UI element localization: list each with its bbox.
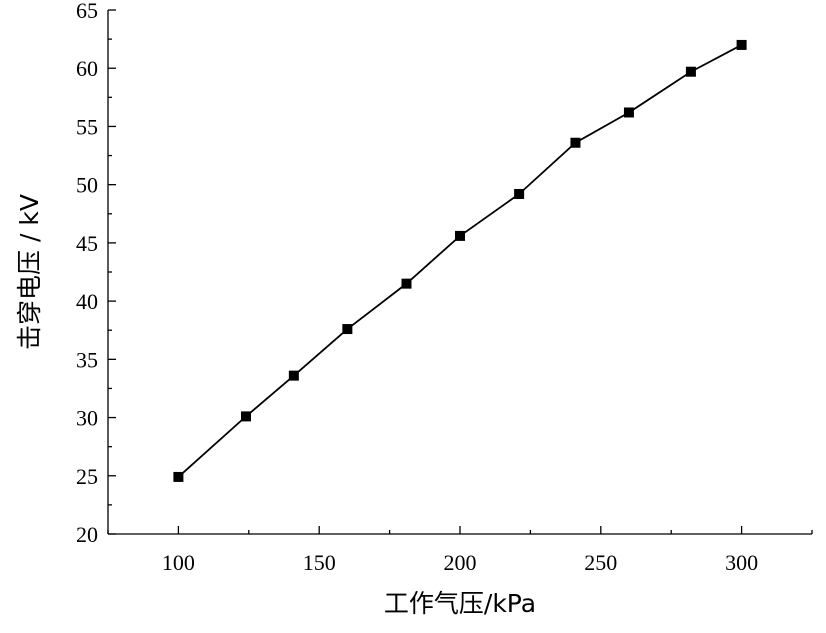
y-tick-label: 45 bbox=[76, 231, 98, 256]
y-tick-label: 40 bbox=[76, 289, 98, 314]
x-tick-label: 150 bbox=[303, 550, 336, 575]
y-tick-label: 60 bbox=[76, 56, 98, 81]
x-tick-label: 300 bbox=[725, 550, 758, 575]
y-tick-label: 30 bbox=[76, 406, 98, 431]
series-line bbox=[177, 44, 743, 478]
data-point bbox=[401, 278, 412, 289]
data-point bbox=[342, 324, 353, 335]
x-axis-title: 工作气压/kPa bbox=[384, 589, 536, 618]
plot-area: 100 150 200 250 300 20 25 30 35 40 45 50 55 60 65 bbox=[76, 0, 813, 575]
data-point bbox=[685, 66, 696, 77]
y-tick-label: 35 bbox=[76, 347, 98, 372]
x-tick-label: 200 bbox=[444, 550, 477, 575]
data-point bbox=[173, 471, 184, 482]
x-tick-label: 250 bbox=[584, 550, 617, 575]
x-tick-label: 100 bbox=[162, 550, 195, 575]
data-point bbox=[240, 411, 251, 422]
data-point bbox=[570, 137, 581, 148]
data-point bbox=[514, 188, 525, 199]
data-point bbox=[623, 107, 634, 118]
y-tick-label: 65 bbox=[76, 0, 98, 23]
data-point bbox=[736, 39, 747, 50]
series bbox=[173, 39, 747, 482]
y-tick-label: 50 bbox=[76, 173, 98, 198]
x-ticks: 100 150 200 250 300 bbox=[107, 526, 813, 575]
y-tick-label: 25 bbox=[76, 464, 98, 489]
y-axis-title: 击穿电压 / kV bbox=[15, 194, 44, 350]
y-tick-label: 55 bbox=[76, 114, 98, 139]
data-point bbox=[455, 230, 465, 241]
data-point bbox=[288, 370, 299, 381]
y-tick-label: 20 bbox=[76, 522, 98, 547]
y-ticks: 20 25 30 35 40 45 50 55 60 65 bbox=[76, 0, 116, 547]
